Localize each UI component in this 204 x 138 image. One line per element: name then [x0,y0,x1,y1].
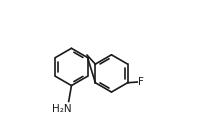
Text: H₂N: H₂N [52,104,71,114]
Text: F: F [137,77,143,87]
